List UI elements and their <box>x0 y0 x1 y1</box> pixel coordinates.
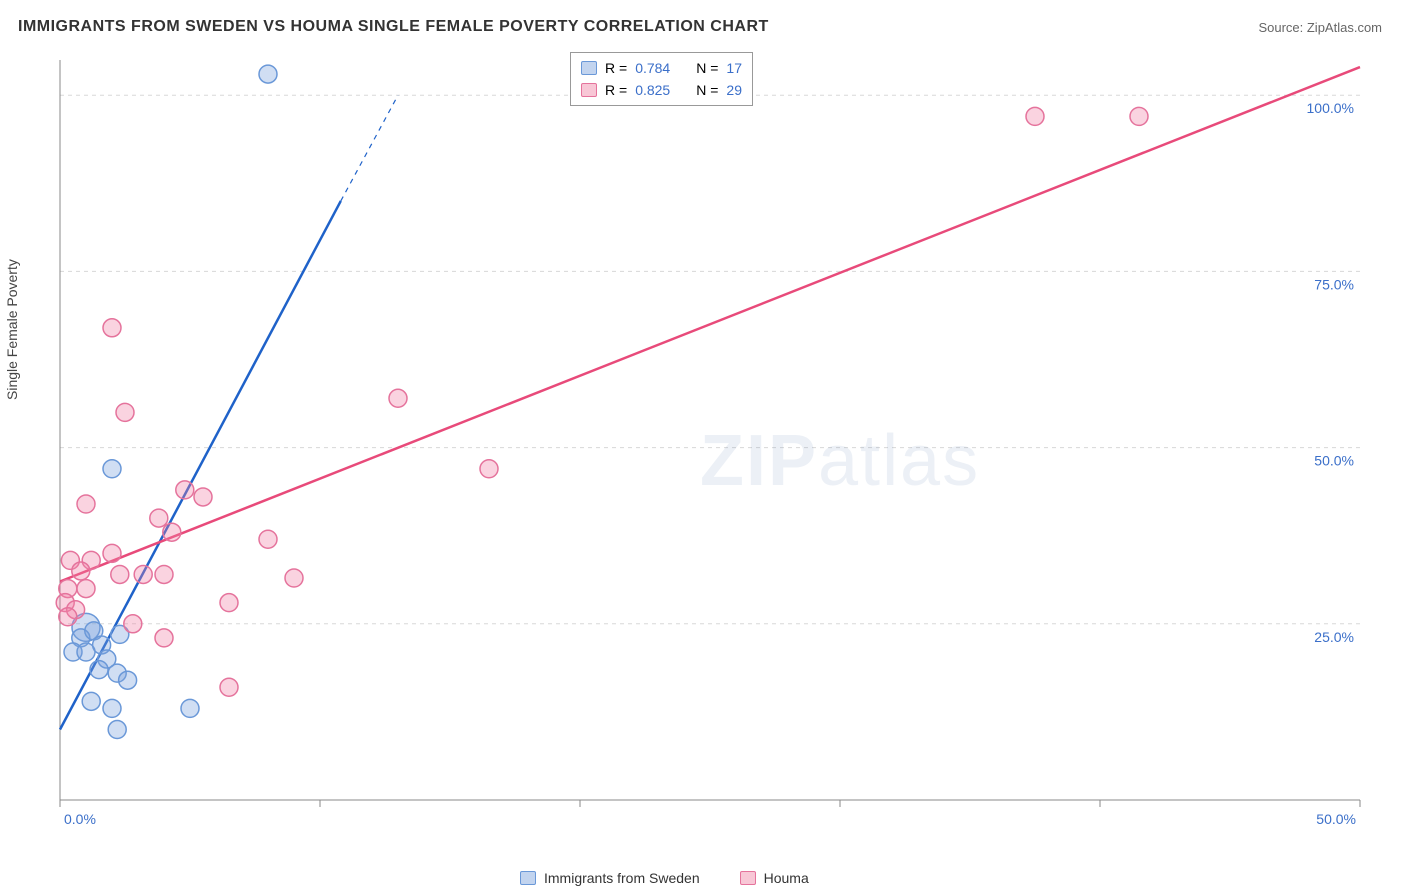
chart-area: 25.0% 50.0% 75.0% 100.0% 0.0% 50.0% <box>50 50 1380 830</box>
r-label: R = <box>605 82 627 98</box>
n-label: N = <box>696 60 718 76</box>
source-attribution: Source: ZipAtlas.com <box>1258 20 1382 35</box>
n-value: 29 <box>726 82 742 98</box>
legend-item: Immigrants from Sweden <box>520 870 700 886</box>
n-label: N = <box>696 82 718 98</box>
legend-swatch <box>520 871 536 885</box>
y-tick-label: 25.0% <box>1314 629 1354 645</box>
y-tick-label: 100.0% <box>1307 100 1354 116</box>
y-axis-label: Single Female Poverty <box>4 259 20 400</box>
correlation-legend: R = 0.784 N = 17 R = 0.825 N = 29 <box>570 52 753 106</box>
legend-swatch <box>740 871 756 885</box>
legend-label: Houma <box>764 870 809 886</box>
chart-title: IMMIGRANTS FROM SWEDEN VS HOUMA SINGLE F… <box>18 18 769 36</box>
legend-label: Immigrants from Sweden <box>544 870 700 886</box>
legend-swatch <box>581 61 597 75</box>
legend-swatch <box>581 83 597 97</box>
legend-row: R = 0.825 N = 29 <box>581 79 742 101</box>
x-tick-label: 50.0% <box>1316 811 1356 827</box>
r-value: 0.825 <box>635 82 670 98</box>
series-legend: Immigrants from Sweden Houma <box>520 870 809 886</box>
y-tick-label: 50.0% <box>1314 453 1354 469</box>
r-label: R = <box>605 60 627 76</box>
x-tick-label: 0.0% <box>64 811 96 827</box>
legend-item: Houma <box>740 870 809 886</box>
y-tick-label: 75.0% <box>1314 276 1354 292</box>
n-value: 17 <box>726 60 742 76</box>
r-value: 0.784 <box>635 60 670 76</box>
scatter-plot: 25.0% 50.0% 75.0% 100.0% 0.0% 50.0% <box>50 50 1380 830</box>
legend-row: R = 0.784 N = 17 <box>581 57 742 79</box>
